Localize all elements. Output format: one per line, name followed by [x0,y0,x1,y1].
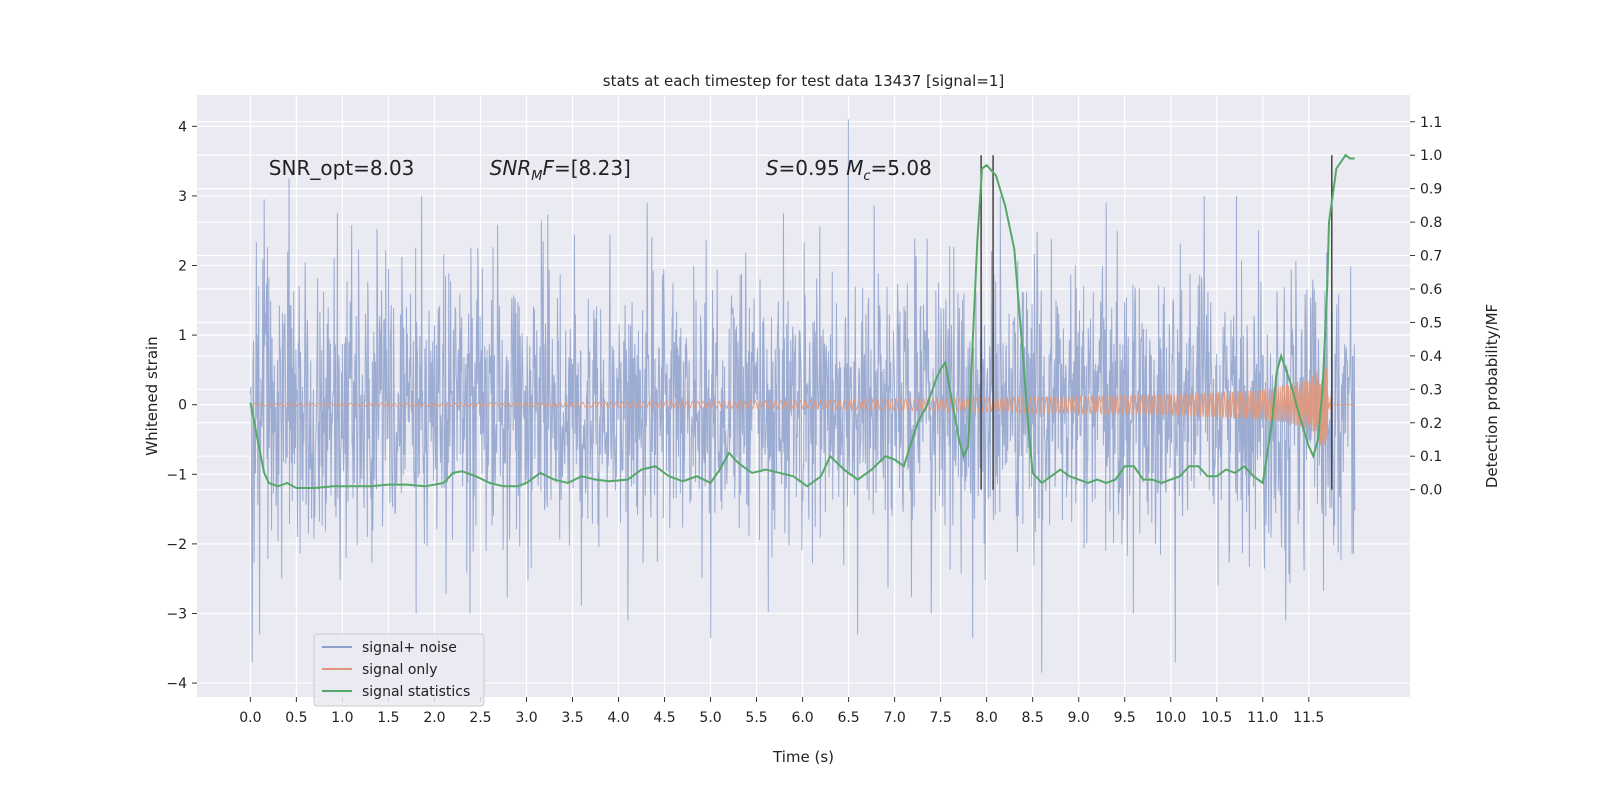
x-tick-label: 6.0 [791,710,813,726]
x-tick-label: 10.0 [1155,710,1186,726]
x-tick-label: 11.5 [1293,710,1324,726]
annotation-snr-mf-sub: M [531,169,542,184]
x-tick-label: 2.5 [469,710,491,726]
y2-tick-label: 1.1 [1420,115,1442,131]
y2-tick-label: 0.5 [1420,315,1442,331]
series-signal-only [249,362,1355,446]
x-tick-label: 5.5 [745,710,767,726]
x-tick-label: 5.0 [699,710,721,726]
y-tick-label: 3 [178,189,187,205]
series-signal-noise [249,119,1356,673]
annotation-snr-mf-base: SNR [490,156,532,180]
y-axis-label: Whitened strain [143,336,161,455]
x-tick-label: 8.0 [976,710,998,726]
x-tick-label: 6.5 [837,710,859,726]
chart-title: stats at each timestep for test data 134… [603,72,1004,90]
annotation-s-mc: S=0.95 Mc=5.08 [766,156,932,184]
y2-tick-label: 0.9 [1420,182,1442,198]
annotation-mc-value: =5.08 [871,156,932,180]
y2-tick-label: 0.8 [1420,215,1442,231]
y-axis-right: 0.0 0.1 0.2 0.3 0.4 0.5 0.6 0.7 0.8 0.9 1.0 1.1 [1410,115,1442,499]
x-tick-label: 3.5 [561,710,583,726]
y-tick-label: 4 [178,119,187,135]
x-tick-label: 4.5 [653,710,675,726]
y2-tick-label: 0.1 [1420,449,1442,465]
annotation-s-symbol: S [766,156,779,180]
legend: signal+ noise signal only signal statistic… [313,633,485,707]
x-tick-label: 0.5 [285,710,307,726]
y-tick-label: −2 [166,537,187,553]
plot-area [197,95,1410,697]
x-tick-label: 1.0 [331,710,353,726]
annotation-snr-mf-f: F [542,156,554,180]
x-tick-label: 3.0 [515,710,537,726]
y-axis-left: −4 −3 −2 −1 0 1 2 3 4 [166,119,197,692]
legend-label: signal statistics [362,684,470,700]
y2-tick-label: 0.2 [1420,416,1442,432]
x-tick-label: 0.0 [239,710,261,726]
annotations: SNR_opt=8.03 SNRMF=[8.23] S=0.95 Mc=5.08 [269,156,932,184]
x-tick-label: 2.0 [423,710,445,726]
x-tick-label: 4.0 [607,710,629,726]
annotation-s-value: =0.95 [778,156,846,180]
y2-tick-label: 0.3 [1420,382,1442,398]
y2-tick-label: 0.7 [1420,249,1442,265]
annotation-mc-symbol: M [846,156,863,180]
y2-tick-label: 0.0 [1420,483,1442,499]
x-tick-label: 1.5 [377,710,399,726]
series-signal-statistics [249,153,1355,489]
x-tick-label: 8.5 [1022,710,1044,726]
annotation-snr-opt: SNR_opt=8.03 [269,156,415,180]
legend-box [313,633,485,707]
y-tick-label: 0 [178,398,187,414]
x-tick-label: 9.0 [1068,710,1090,726]
x-axis-label: Time (s) [772,748,834,766]
plot-content [249,119,1356,673]
annotation-snr-mf-value: =[8.23] [554,156,631,180]
annotation-mc-sub: c [863,169,870,184]
annotation-snr-mf: SNRMF=[8.23] [490,156,631,184]
x-axis: 0.0 0.5 1.0 1.5 2.0 2.5 3.0 3.5 4.0 4.5 5.0 5.5 6.0 6… [239,697,1324,726]
legend-label: signal only [362,662,437,678]
y2-tick-label: 0.6 [1420,282,1442,298]
x-tick-label: 7.5 [929,710,951,726]
y2-tick-label: 0.4 [1420,349,1442,365]
y-tick-label: 2 [178,259,187,275]
x-tick-label: 10.5 [1201,710,1232,726]
x-tick-label: 7.0 [883,710,905,726]
legend-label: signal+ noise [362,640,457,656]
y-tick-label: 1 [178,328,187,344]
x-tick-label: 11.0 [1247,710,1278,726]
y2-tick-label: 1.0 [1420,148,1442,164]
y-tick-label: −3 [166,606,187,622]
y-tick-label: −1 [166,467,187,483]
x-tick-label: 9.5 [1114,710,1136,726]
y2-axis-label: Detection probability/MF [1483,304,1501,488]
y-tick-label: −4 [166,676,187,692]
